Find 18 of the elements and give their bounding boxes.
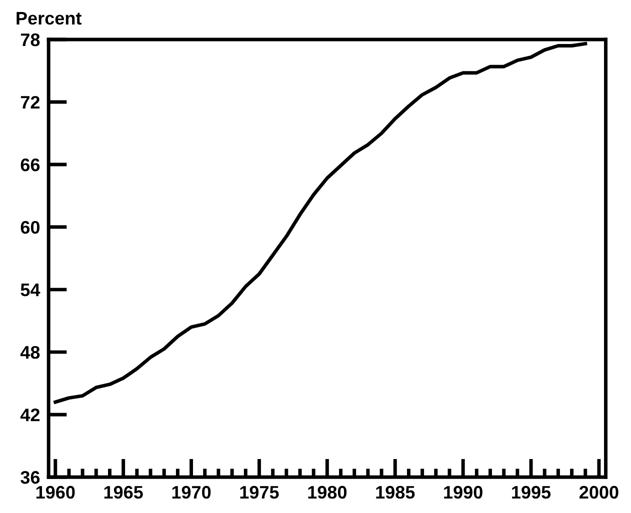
x-tick-label: 1980 (308, 486, 347, 499)
x-tick-label: 1965 (104, 486, 143, 499)
x-tick-label: 2000 (580, 486, 618, 499)
y-tick-label: 48 (20, 346, 40, 359)
y-tick-label: 66 (20, 158, 40, 172)
x-tick-label: 1970 (172, 486, 211, 499)
y-tick-label: 72 (20, 96, 40, 109)
y-tick-label: 36 (20, 471, 40, 484)
y-tick-label: 54 (20, 284, 40, 296)
y-tick-label: 42 (20, 408, 40, 422)
y-tick-label: 60 (20, 220, 40, 234)
y-axis-title: Percent (16, 12, 82, 25)
x-tick-label: 1975 (240, 486, 279, 499)
y-tick-label: 78 (20, 33, 40, 46)
x-tick-label: 1990 (444, 486, 482, 499)
x-tick-label: 1995 (512, 486, 551, 499)
x-tick-label: 1985 (376, 486, 415, 499)
x-tick-label: 1960 (36, 486, 75, 499)
